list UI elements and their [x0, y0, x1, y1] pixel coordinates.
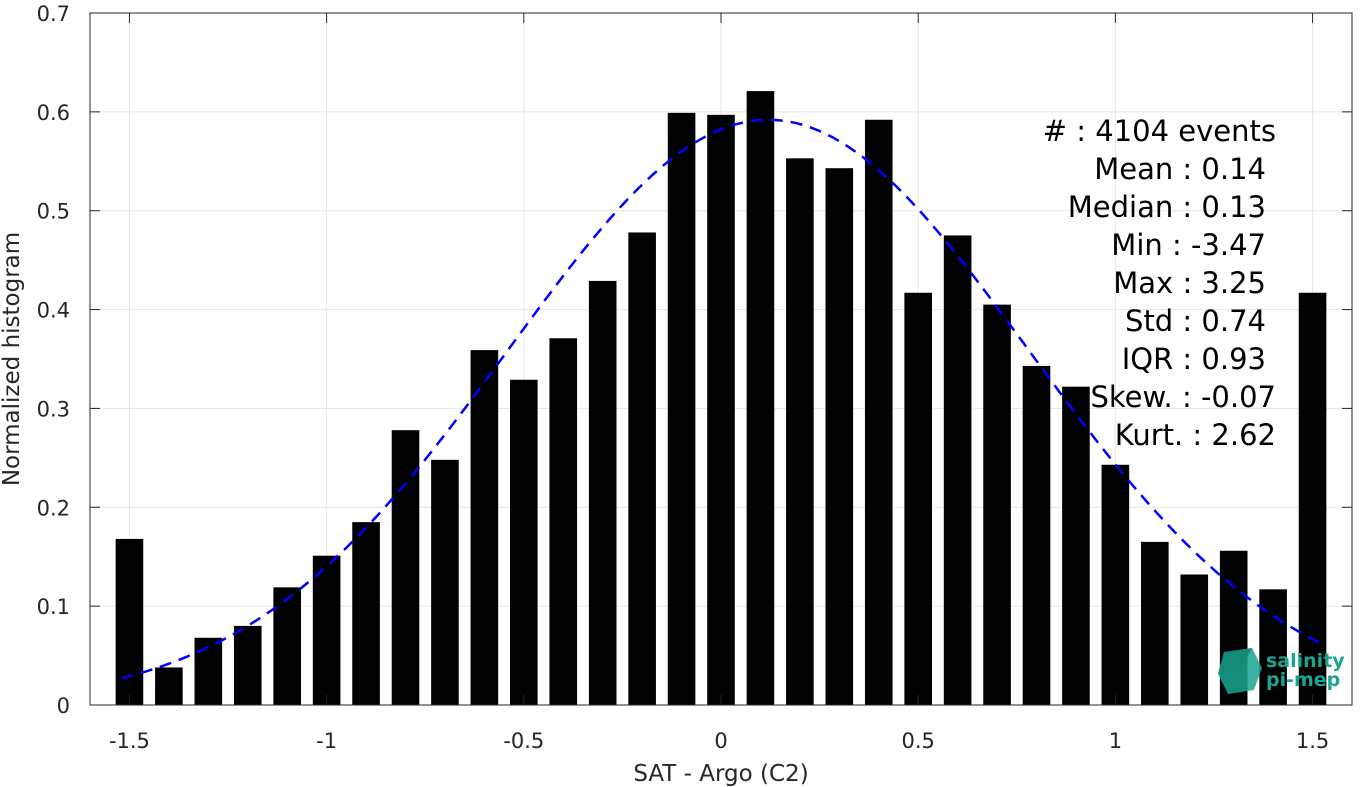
x-axis-label: SAT - Argo (C2) [633, 761, 808, 787]
histogram-bar [1022, 365, 1051, 705]
x-tick-label: -1 [316, 729, 337, 753]
y-tick-label: 0.6 [37, 101, 70, 125]
histogram-bar [943, 235, 972, 705]
histogram-bar [391, 430, 420, 705]
y-tick-label: 0 [57, 694, 70, 718]
histogram-bar [1141, 541, 1169, 705]
histogram-bar [1101, 464, 1130, 705]
x-tick-label: 0.5 [901, 729, 934, 753]
y-tick-label: 0.3 [37, 397, 70, 421]
logo-mark-facet-icon [1218, 648, 1252, 674]
histogram-bar [825, 168, 854, 706]
bars-group [115, 91, 1327, 706]
stat-median: Median : 0.13 [1068, 190, 1266, 224]
histogram-bar [983, 304, 1011, 705]
histogram-bar [273, 587, 301, 705]
logo-line2: pi-mep [1266, 669, 1340, 691]
tick-labels-group: -1.5 -1 -0.5 0 0.5 1 1.5 0 0.1 0.2 0.3 0.4 0.5 0.6 0.7 [37, 2, 1330, 753]
histogram-bar [470, 350, 499, 705]
x-tick-label: -0.5 [503, 729, 544, 753]
histogram-bar [510, 379, 538, 705]
y-tick-label: 0.2 [37, 496, 70, 520]
y-tick-label: 0.5 [37, 200, 70, 224]
histogram-bar [1180, 574, 1209, 705]
stat-std: Std : 0.74 [1125, 304, 1266, 338]
x-tick-label: 0 [714, 729, 727, 753]
gaussian-fit-line [121, 118, 1322, 680]
histogram-bar [746, 91, 775, 705]
histogram-bar [864, 119, 893, 705]
x-tick-label: -1.5 [109, 729, 150, 753]
histogram-bar [588, 280, 617, 705]
histogram-bar [667, 112, 696, 706]
y-tick-label: 0.1 [37, 595, 70, 619]
y-tick-label: 0.4 [37, 299, 70, 323]
x-tick-label: 1.5 [1296, 729, 1329, 753]
stat-mean: Mean : 0.14 [1094, 152, 1266, 186]
histogram-bar [115, 538, 144, 705]
y-tick-label: 0.7 [37, 2, 70, 26]
histogram-bar [707, 114, 735, 705]
stat-skew: Skew. : -0.07 [1090, 380, 1276, 414]
histogram-bar [352, 522, 380, 705]
histogram-bar [628, 232, 656, 705]
histogram-bar [312, 555, 341, 705]
logo-line1: salinity [1266, 650, 1345, 672]
histogram-bar [786, 158, 814, 705]
stat-kurt: Kurt. : 2.62 [1115, 418, 1276, 452]
stat-count: # : 4104 events [1043, 114, 1276, 148]
fit-curve-group [121, 118, 1322, 680]
y-axis-label: Normalized histogram [0, 232, 25, 486]
histogram-bar [233, 625, 262, 705]
histogram-bar [431, 459, 459, 705]
stats-annotation: # : 4104 events Mean : 0.14 Median : 0.1… [1043, 114, 1276, 452]
histogram-bar [194, 637, 223, 705]
stat-iqr: IQR : 0.93 [1122, 342, 1266, 376]
axes-frame [89, 12, 1353, 706]
stat-max: Max : 3.25 [1113, 266, 1266, 300]
stat-min: Min : -3.47 [1111, 228, 1266, 262]
histogram-bar [1062, 386, 1090, 705]
histogram-bar [904, 292, 932, 705]
histogram-bar [549, 338, 578, 705]
histogram-bar [155, 667, 183, 705]
histogram-bar [1298, 292, 1327, 705]
x-tick-label: 1 [1109, 729, 1122, 753]
salinity-pi-mep-logo: salinity pi-mep [1218, 648, 1345, 694]
